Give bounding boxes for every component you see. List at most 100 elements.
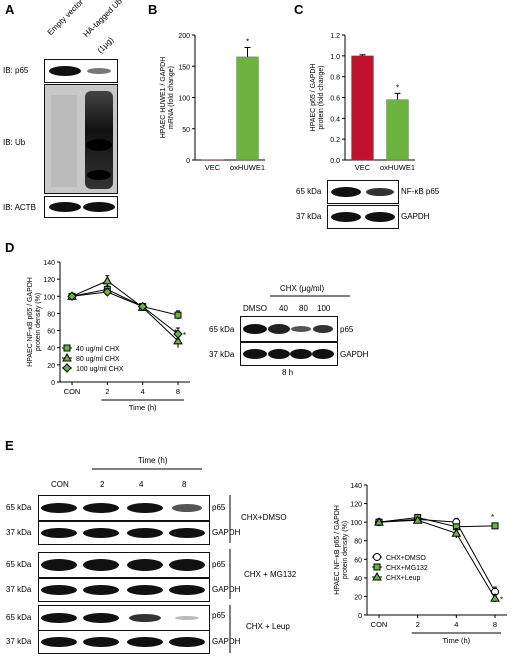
y-tick-label: 120 — [350, 502, 362, 509]
x-tick-label: 2 — [416, 620, 420, 629]
marker-triangle — [62, 352, 72, 362]
bar — [351, 55, 374, 161]
e-label-p65-2: p65 — [212, 560, 226, 569]
blot-c-gapdh — [327, 205, 399, 229]
x-tick-label: CON — [371, 620, 388, 629]
legend-label: CHX+Leup — [386, 575, 421, 582]
panel-label-b: B — [148, 2, 158, 17]
legend-label: 80 ug/ml CHX — [76, 356, 120, 363]
marker-triangle — [102, 275, 113, 285]
e-marker-37-3: 37 kDa — [6, 637, 32, 646]
lane-label-empty-vector: Empty vector — [45, 0, 86, 38]
y-tick-label: 0 — [186, 158, 190, 165]
y-tick-label: 40 — [354, 576, 362, 583]
marker-square — [63, 344, 71, 352]
marker-triangle — [374, 517, 384, 526]
panel-label-a: A — [5, 2, 15, 17]
marker-triangle — [412, 515, 423, 524]
x-category-label: oxHUWE1 — [230, 163, 265, 172]
x-category-label: oxHUWE1 — [380, 163, 415, 172]
e-group-dividers — [229, 495, 231, 653]
e-lane-2: 2 — [100, 480, 105, 489]
marker-diamond — [67, 291, 77, 301]
y-tick-label: 120 — [43, 277, 55, 284]
c-marker-37: 37 kDa — [296, 212, 322, 221]
c-marker-65: 65 kDa — [296, 187, 322, 196]
chart-d: 0 20 40 60 80 100 120 140 CON 2 4 8 Time (h) * * 40 ug/… — [27, 260, 190, 412]
y-axis-label: HPAEC HUWE1 / GAPDH — [160, 57, 167, 139]
bar — [236, 56, 259, 161]
ib-label-ub: IB: Ub — [3, 138, 26, 147]
y-axis-label: HPAEC p65 / GAPDH — [310, 64, 317, 132]
e-marker-65-3: 65 kDa — [6, 613, 32, 622]
y-tick-label: 0.6 — [330, 96, 340, 103]
e-marker-65-2: 65 kDa — [6, 560, 32, 569]
significance-star: * — [246, 38, 249, 47]
x-tick-label: 4 — [454, 620, 458, 629]
y-tick-label: 100 — [178, 96, 190, 103]
chart-b: 0 50 100 150 200 VEC * oxHUWE1 HPAEC HUWE1 / GAP… — [160, 33, 265, 172]
blot-c-p65 — [327, 180, 399, 204]
blot-a-actb — [44, 196, 118, 218]
marker-square — [174, 311, 182, 319]
e-lane-con: CON — [51, 480, 69, 489]
e-lane-4: 4 — [139, 480, 144, 489]
y-tick-label: 60 — [354, 557, 362, 564]
e-treatment-dmso: CHX+DMSO — [241, 513, 287, 522]
y-tick-label: 0.2 — [330, 137, 340, 144]
d-marker-65: 65 kDa — [209, 325, 235, 334]
marker-diamond — [102, 287, 113, 297]
e-label-gapdh-3: GAPDH — [212, 637, 241, 646]
significance-star: * — [174, 328, 177, 337]
y-axis-label-line2: protein density (%) — [35, 293, 42, 351]
e-lane-8: 8 — [182, 480, 187, 489]
blot-e-leup-gapdh — [38, 630, 210, 654]
x-tick-label: 8 — [493, 620, 497, 629]
e-treatment-mg132: CHX + MG132 — [244, 570, 297, 579]
d-lane-80: 80 — [299, 304, 308, 313]
blot-e-mg132-p65 — [38, 552, 210, 578]
e-time-header: Time (h) — [138, 456, 168, 465]
e-marker-65-1: 65 kDa — [6, 503, 32, 512]
marker-triangle — [372, 571, 382, 581]
blot-d-p65 — [240, 316, 338, 342]
y-tick-label: 140 — [350, 483, 362, 490]
significance-star: * — [491, 513, 494, 522]
ib-label-p65: IB: p65 — [3, 66, 29, 75]
y-tick-label: 1.0 — [330, 54, 340, 61]
y-tick-label: 0 — [358, 613, 362, 620]
y-tick-label: 100 — [350, 520, 362, 527]
d-lane-dmso: DMSO — [243, 304, 267, 313]
significance-star: * — [183, 331, 186, 340]
y-tick-label: 0.0 — [330, 158, 340, 165]
x-tick-label: 4 — [141, 387, 145, 396]
legend-label: CHX+MG132 — [386, 565, 428, 572]
y-axis-label: HPAEC NF-κB p65 / GAPDH — [334, 505, 341, 595]
legend-label: 40 ug/ml CHX — [76, 346, 120, 353]
y-tick-label: 50 — [182, 127, 190, 134]
y-tick-label: 100 — [43, 294, 55, 301]
y-axis-label: HPAEC NF-κB p65 / GAPDH — [27, 277, 34, 367]
y-tick-label: 40 — [47, 346, 55, 353]
blot-a-ub — [44, 84, 118, 194]
series-line — [71, 288, 179, 316]
y-tick-label: 80 — [354, 539, 362, 546]
e-label-p65-3: p65 — [212, 611, 226, 620]
x-tick-label: 2 — [105, 387, 109, 396]
blot-d-gapdh — [240, 342, 338, 366]
marker-diamond — [137, 301, 148, 312]
y-axis-label-line2: protein density (%) — [342, 521, 349, 579]
c-label-gapdh: GAPDH — [401, 212, 430, 221]
panel-label-d: D — [5, 240, 15, 255]
x-tick-label: CON — [64, 387, 81, 396]
y-tick-label: 140 — [43, 260, 55, 267]
marker-triangle — [451, 528, 462, 537]
series-line — [378, 516, 496, 528]
e-time-line — [92, 468, 202, 470]
e-label-p65-1: p65 — [212, 503, 226, 512]
e-label-gapdh-1: GAPDH — [212, 528, 241, 537]
significance-star: * — [500, 595, 503, 604]
d-blot-title: CHX (μg/ml) — [280, 284, 325, 293]
y-tick-label: 1.2 — [330, 33, 340, 40]
blot-e-dmso-p65 — [38, 495, 210, 521]
